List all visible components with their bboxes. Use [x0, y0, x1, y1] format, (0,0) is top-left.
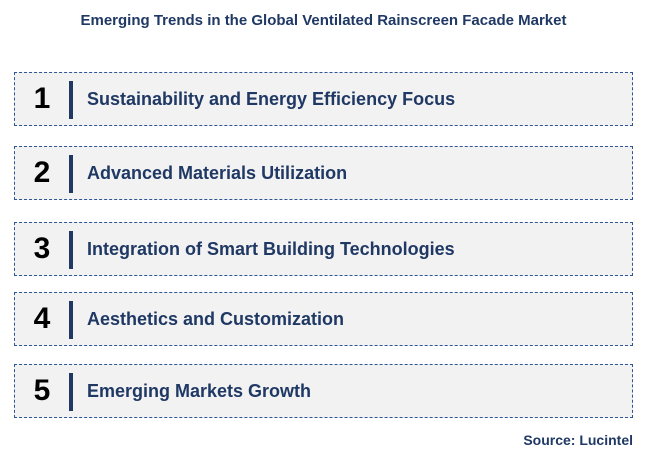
trend-label: Emerging Markets Growth [87, 381, 312, 401]
divider-bar [69, 301, 73, 339]
trend-item-3: 3 Integration of Smart Building Technolo… [14, 222, 633, 276]
trend-item-2: 2 Advanced Materials Utilization [14, 146, 633, 200]
trend-number: 3 [33, 232, 51, 265]
trend-item-1: 1 Sustainability and Energy Efficiency F… [14, 72, 633, 126]
trend-label: Advanced Materials Utilization [87, 163, 348, 183]
trend-label: Integration of Smart Building Technologi… [87, 239, 455, 259]
trend-number: 4 [33, 302, 51, 335]
trend-number: 5 [33, 374, 51, 407]
trend-item-5: 5 Emerging Markets Growth [14, 364, 633, 418]
diagram-title: Emerging Trends in the Global Ventilated… [80, 12, 567, 29]
divider-bar [69, 155, 73, 193]
trend-item-4: 4 Aesthetics and Customization [14, 292, 633, 346]
trend-number: 2 [33, 156, 51, 189]
source-credit: Source: Lucintel [523, 432, 633, 448]
divider-bar [69, 373, 73, 411]
divider-bar [69, 81, 73, 119]
trend-label: Sustainability and Energy Efficiency Foc… [87, 89, 456, 109]
divider-bar [69, 231, 73, 269]
trend-number: 1 [33, 82, 51, 115]
trend-label: Aesthetics and Customization [87, 309, 345, 329]
